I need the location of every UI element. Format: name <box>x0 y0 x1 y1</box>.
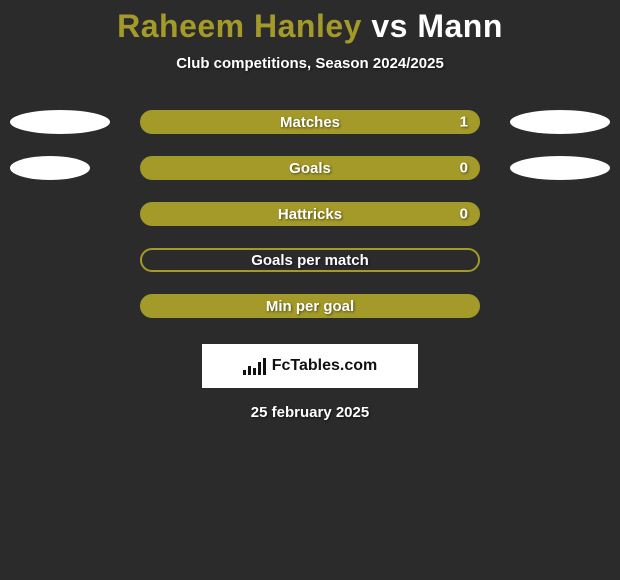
stat-row: Hattricks 0 <box>0 202 620 226</box>
side-ellipse-left <box>10 110 110 134</box>
stat-bar: Matches 1 <box>140 110 480 134</box>
stat-value: 0 <box>460 160 468 177</box>
stat-bar: Hattricks 0 <box>140 202 480 226</box>
stat-row: Goals 0 <box>0 156 620 180</box>
side-ellipse-left <box>10 156 90 180</box>
stat-label: Hattricks <box>278 206 342 223</box>
page-title: Raheem Hanley vs Mann <box>0 0 620 45</box>
stat-label: Matches <box>280 114 340 131</box>
source-badge[interactable]: FcTables.com <box>202 344 418 388</box>
source-badge-text: FcTables.com <box>272 357 378 375</box>
stat-row: Min per goal <box>0 294 620 318</box>
stat-bar: Min per goal <box>140 294 480 318</box>
subtitle: Club competitions, Season 2024/2025 <box>0 55 620 72</box>
stat-label: Goals <box>289 160 331 177</box>
stat-bar: Goals per match <box>140 248 480 272</box>
side-ellipse-right <box>510 110 610 134</box>
side-ellipse-right <box>510 156 610 180</box>
stat-value: 0 <box>460 206 468 223</box>
stat-row: Matches 1 <box>0 110 620 134</box>
stat-label: Min per goal <box>266 298 354 315</box>
stat-bar: Goals 0 <box>140 156 480 180</box>
chart-icon <box>243 357 266 375</box>
stat-row: Goals per match <box>0 248 620 272</box>
stats-container: Matches 1 Goals 0 Hattricks 0 Goals per match M… <box>0 110 620 318</box>
stat-label: Goals per match <box>251 252 369 269</box>
date-label: 25 february 2025 <box>0 404 620 421</box>
title-vs: vs <box>371 8 408 44</box>
title-player-right: Mann <box>417 8 503 44</box>
title-player-left: Raheem Hanley <box>117 8 362 44</box>
stat-value: 1 <box>460 114 468 131</box>
